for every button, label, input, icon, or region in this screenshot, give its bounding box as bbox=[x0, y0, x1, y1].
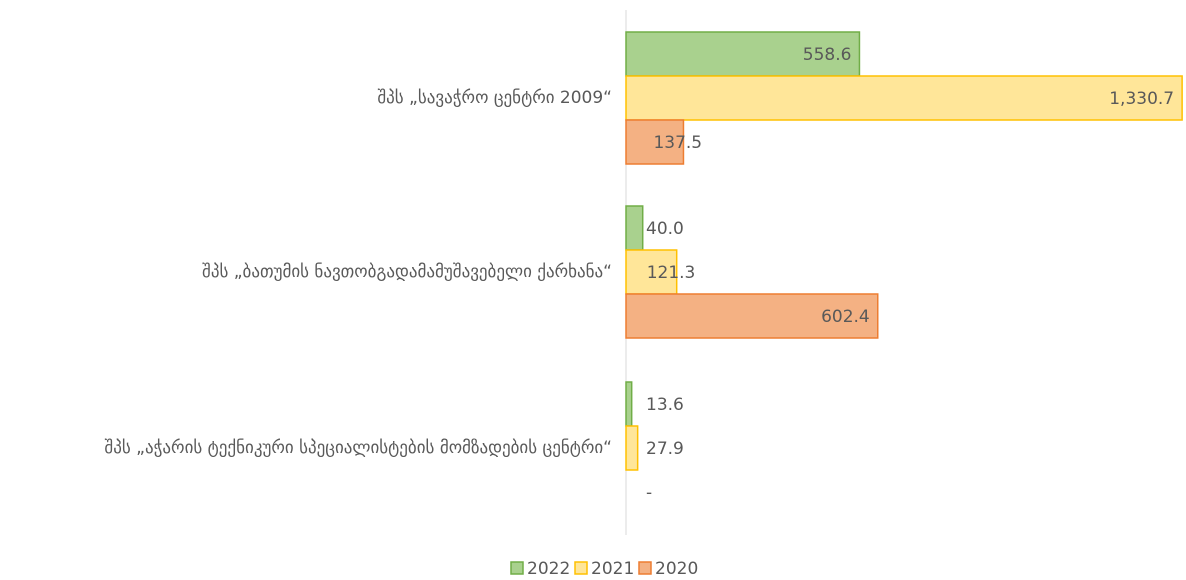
value-label: 27.9 bbox=[646, 439, 684, 459]
value-label: 558.6 bbox=[803, 45, 852, 65]
value-label: 40.0 bbox=[646, 219, 684, 239]
bar bbox=[625, 425, 639, 471]
category-label-box: შპს „აჭარის ტექნიკური სპეციალისტების მომ… bbox=[104, 430, 612, 466]
category-label-box: შპს „სავაჭრო ცენტრი 2009“ bbox=[377, 80, 612, 116]
legend-label: 2021 bbox=[591, 559, 634, 579]
value-label: 602.4 bbox=[821, 307, 870, 327]
value-label: - bbox=[646, 483, 652, 503]
category-label: შპს „აჭარის ტექნიკური სპეციალისტების მომ… bbox=[104, 438, 612, 458]
legend-swatch bbox=[574, 561, 588, 575]
legend-swatch bbox=[510, 561, 524, 575]
bar bbox=[625, 249, 678, 295]
bar bbox=[625, 205, 644, 251]
bar bbox=[625, 381, 633, 427]
category-label-box: შპს „ბათუმის ნავთობგადამამუშავებელი ქარხ… bbox=[202, 254, 612, 290]
value-label: 1,330.7 bbox=[1109, 89, 1174, 109]
category-label: შპს „ბათუმის ნავთობგადამამუშავებელი ქარხ… bbox=[202, 262, 612, 282]
bar bbox=[625, 119, 685, 165]
value-label: 13.6 bbox=[646, 395, 684, 415]
value-label: 137.5 bbox=[653, 133, 702, 153]
legend-label: 2020 bbox=[655, 559, 698, 579]
bar bbox=[625, 75, 1183, 121]
bar bbox=[625, 293, 879, 339]
legend-swatch bbox=[638, 561, 652, 575]
legend-label: 2022 bbox=[527, 559, 570, 579]
category-label: შპს „სავაჭრო ცენტრი 2009“ bbox=[377, 88, 612, 108]
value-label: 121.3 bbox=[647, 263, 696, 283]
